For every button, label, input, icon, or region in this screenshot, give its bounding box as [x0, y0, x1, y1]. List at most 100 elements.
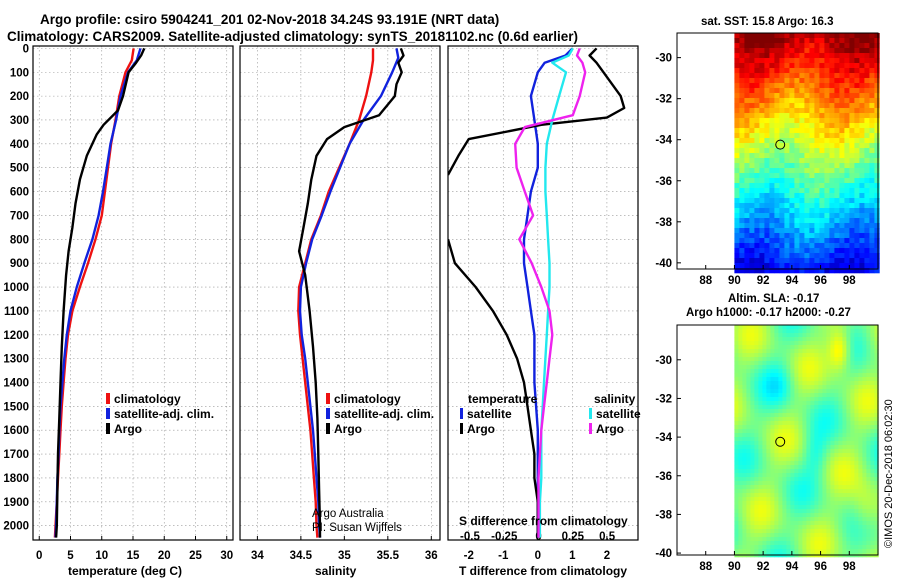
- map-cell: [870, 513, 875, 518]
- map-cell: [770, 349, 775, 354]
- map-cell: [784, 213, 790, 219]
- map-cell: [862, 481, 867, 486]
- map-cell: [802, 345, 807, 350]
- map-cell: [774, 198, 780, 204]
- map-cell: [766, 445, 771, 450]
- map-cell: [818, 385, 823, 390]
- map-cell: [794, 393, 799, 398]
- map-cell: [762, 453, 767, 458]
- map-cell: [870, 365, 875, 370]
- map-cell: [814, 243, 820, 249]
- map-cell: [739, 248, 745, 254]
- map-cell: [762, 441, 767, 446]
- map-cell: [786, 413, 791, 418]
- map-cell: [784, 83, 790, 89]
- map-cell: [746, 329, 751, 334]
- map-cell: [778, 493, 783, 498]
- map-cell: [744, 103, 750, 109]
- map-cell: [770, 485, 775, 490]
- map-cell: [789, 68, 795, 74]
- map-cell: [742, 477, 747, 482]
- map-cell: [754, 228, 760, 234]
- map-cell: [830, 377, 835, 382]
- map-cell: [794, 248, 800, 254]
- map-cell: [859, 188, 865, 194]
- map-cell: [749, 148, 755, 154]
- map-cell: [734, 417, 739, 422]
- map-cell: [858, 501, 863, 506]
- map-cell: [764, 153, 770, 159]
- map-cell: [749, 208, 755, 214]
- map-cell: [734, 425, 739, 430]
- map-cell: [790, 473, 795, 478]
- map-cell: [854, 425, 859, 430]
- map-cell: [794, 385, 799, 390]
- map-cell: [854, 489, 859, 494]
- map-cell: [794, 373, 799, 378]
- map-cell: [830, 505, 835, 510]
- map-cell: [874, 138, 880, 144]
- map-cell: [874, 529, 879, 534]
- map-cell: [842, 493, 847, 498]
- map-cell: [849, 263, 855, 269]
- map-cell: [794, 441, 799, 446]
- map-cell: [746, 361, 751, 366]
- map-cell: [846, 401, 851, 406]
- map-cell: [790, 429, 795, 434]
- map-cell: [734, 248, 740, 254]
- map-cell: [770, 333, 775, 338]
- map-cell: [818, 397, 823, 402]
- map-cell: [794, 405, 799, 410]
- map-cell: [814, 481, 819, 486]
- map-cell: [804, 38, 810, 44]
- map-cell: [854, 521, 859, 526]
- map-cell: [854, 401, 859, 406]
- map-cell: [814, 198, 820, 204]
- map-cell: [774, 83, 780, 89]
- map-cell: [858, 385, 863, 390]
- map-cell: [769, 198, 775, 204]
- map-cell: [782, 349, 787, 354]
- map-cell: [834, 78, 840, 84]
- map-cell: [734, 429, 739, 434]
- map-cell: [814, 133, 820, 139]
- map-cell: [829, 158, 835, 164]
- map-cell: [742, 533, 747, 538]
- map-cell: [774, 513, 779, 518]
- map-cell: [759, 218, 765, 224]
- map-cell: [734, 353, 739, 358]
- map-cell: [782, 333, 787, 338]
- map-cell: [774, 138, 780, 144]
- map-cell: [802, 369, 807, 374]
- map-cell: [858, 389, 863, 394]
- map-cell: [854, 541, 859, 546]
- map-cell: [858, 521, 863, 526]
- map-cell: [814, 397, 819, 402]
- map-cell: [799, 238, 805, 244]
- map-cell: [826, 485, 831, 490]
- map-cell: [782, 525, 787, 530]
- map-cell: [829, 203, 835, 209]
- map-cell: [799, 63, 805, 69]
- depth-tick-labels: 0100200300400500600700800900100011001200…: [3, 43, 29, 532]
- map-cell: [754, 489, 759, 494]
- map-cell: [774, 78, 780, 84]
- map-cell: [822, 393, 827, 398]
- map-cell: [864, 253, 870, 259]
- map-cell: [764, 103, 770, 109]
- map-cell: [810, 373, 815, 378]
- map-cell: [846, 429, 851, 434]
- map-cell: [794, 433, 799, 438]
- map-cell: [769, 58, 775, 64]
- map-cell: [754, 223, 760, 229]
- map-cell: [769, 183, 775, 189]
- map-cell: [818, 537, 823, 542]
- map-cell: [870, 537, 875, 542]
- map-cell: [838, 433, 843, 438]
- map-cell: [799, 248, 805, 254]
- map-cell: [866, 421, 871, 426]
- map-cell: [814, 361, 819, 366]
- map-cell: [824, 233, 830, 239]
- map-cell: [838, 409, 843, 414]
- map-cell: [819, 148, 825, 154]
